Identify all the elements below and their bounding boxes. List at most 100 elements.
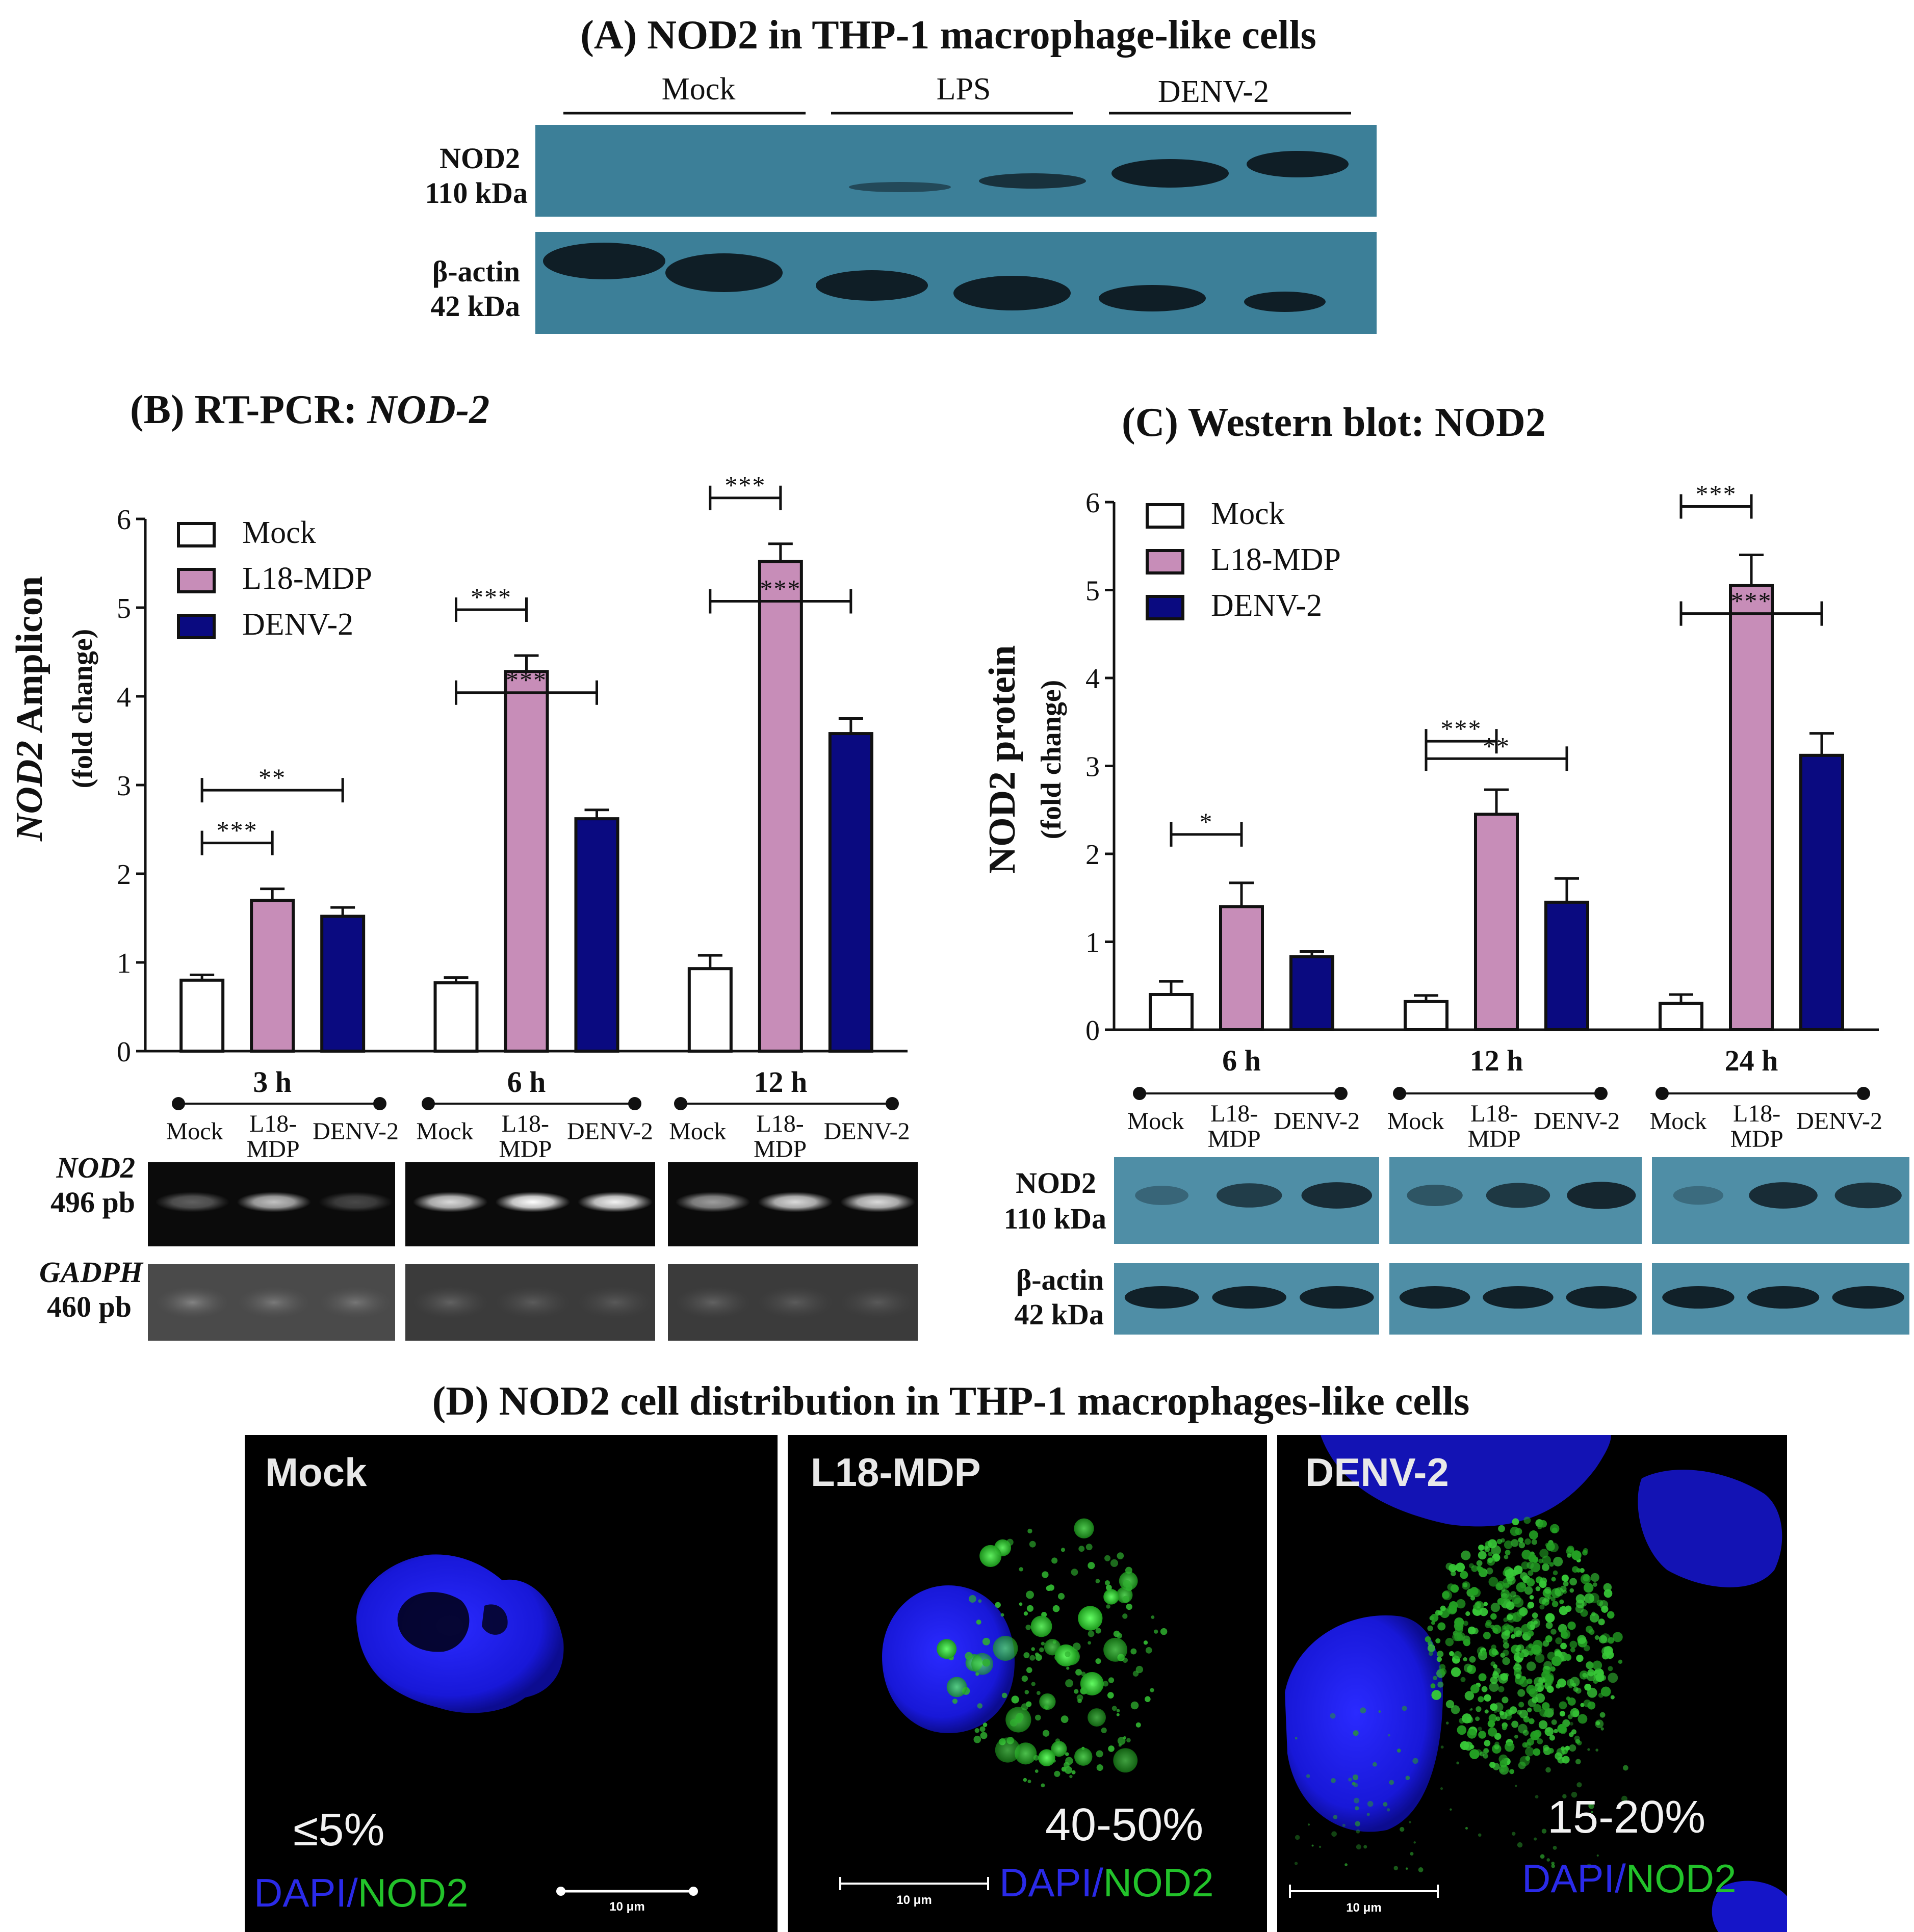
nod2-punctum <box>1569 1744 1576 1752</box>
nucleus-void <box>482 1604 508 1635</box>
blot-c-row-actin-name: β-actin <box>1016 1263 1104 1296</box>
nod2-punctum <box>1143 1640 1148 1645</box>
nod2-punctum <box>1484 1740 1491 1746</box>
nod2-punctum <box>1367 1800 1374 1807</box>
nod2-punctum <box>1487 1720 1495 1728</box>
nod2-punctum <box>1546 1858 1550 1862</box>
blot-band <box>1483 1286 1554 1309</box>
nod2-punctum <box>1607 1611 1615 1619</box>
nod2-punctum <box>1449 1601 1458 1610</box>
nod2-puncta <box>937 1518 1168 1788</box>
nod2-punctum <box>1029 1655 1036 1661</box>
nod2-punctum <box>1031 1647 1035 1651</box>
significance-label: *** <box>760 575 801 603</box>
nod2-punctum <box>1106 1604 1110 1609</box>
nod2-punctum <box>1502 1657 1510 1665</box>
bar <box>1799 753 1844 1032</box>
nod2-punctum <box>1058 1592 1065 1600</box>
nod2-punctum <box>995 1602 1001 1608</box>
nod2-punctum <box>1535 1586 1541 1591</box>
lane-label-l18mdp: L18- <box>1733 1100 1780 1127</box>
nod2-punctum <box>1348 1778 1352 1782</box>
nod2-punctum <box>1046 1585 1052 1591</box>
nod2-punctum <box>1116 1709 1120 1713</box>
nod2-punctum <box>1355 1806 1359 1811</box>
nod2-punctum <box>1405 1776 1410 1780</box>
nod2-punctum <box>1080 1687 1088 1695</box>
nod2-punctum <box>1567 1553 1571 1558</box>
nod2-punctum <box>1041 1641 1045 1646</box>
panel-c-ylabel: NOD2 protein <box>981 645 1023 874</box>
nod2-punctum <box>1594 1635 1599 1640</box>
nod2-punctum <box>1550 1629 1557 1635</box>
x-category-label: 12 h <box>754 1065 807 1099</box>
nod2-punctum <box>1549 1562 1554 1567</box>
nod2-punctum <box>1476 1706 1482 1712</box>
nod2-punctum <box>1501 1596 1507 1602</box>
nod2-punctum <box>1502 1758 1508 1764</box>
nod2-punctum <box>1519 1756 1530 1766</box>
nod2-punctum <box>1550 1666 1556 1672</box>
lane-label-l18mdp: L18- <box>1210 1100 1258 1127</box>
nod2-punctum <box>1576 1782 1582 1788</box>
nod2-punctum <box>1544 1727 1554 1736</box>
nod2-punctum <box>1132 1670 1139 1677</box>
bar <box>574 817 619 1053</box>
nod2-punctum <box>1576 1740 1582 1746</box>
nod2-punctum <box>1331 1831 1337 1837</box>
nod2-punctum <box>1451 1667 1461 1677</box>
nod2-punctum <box>965 1652 973 1660</box>
nod2-punctum <box>1564 1654 1572 1661</box>
nod2-punctum <box>1517 1689 1525 1697</box>
nod2-punctum <box>1509 1626 1515 1631</box>
nod2-punctum <box>1478 1731 1486 1739</box>
nod2-punctum <box>1463 1621 1468 1626</box>
lane-group-dot <box>1334 1087 1348 1100</box>
nod2-punctum <box>1445 1700 1455 1709</box>
nod2-punctum <box>1470 1684 1480 1693</box>
lane-label-mock: Mock <box>1127 1108 1184 1135</box>
nod2-punctum <box>1603 1583 1612 1592</box>
nod2-punctum <box>1491 1644 1496 1650</box>
nod2-punctum <box>1451 1705 1460 1714</box>
nod2-punctum <box>1413 1841 1416 1844</box>
nod2-punctum <box>1036 1691 1041 1695</box>
scale-bar-label: 10 μm <box>1346 1901 1381 1915</box>
nod2-punctum <box>1560 1629 1571 1639</box>
nod2-punctum <box>1504 1741 1515 1752</box>
legend-label: L18-MDP <box>1211 542 1341 577</box>
nod2-punctum <box>1356 1844 1361 1850</box>
nod2-punctum <box>1494 1741 1499 1747</box>
gel-band <box>675 1286 751 1319</box>
nod2-punctum <box>1023 1611 1028 1616</box>
nod2-punctum <box>1542 1640 1549 1647</box>
nod2-punctum <box>1024 1690 1029 1694</box>
y-tick-label: 4 <box>117 682 131 713</box>
nod2-punctum <box>1011 1695 1019 1704</box>
blot-band <box>1566 1286 1637 1309</box>
lane-label-mock: Mock <box>1650 1108 1707 1135</box>
nod2-punctum <box>1344 1863 1348 1866</box>
nod2-punctum <box>1116 1713 1120 1716</box>
nod2-punctum <box>1555 1637 1562 1644</box>
bar <box>828 732 873 1053</box>
blot-a-row-nod2-name: NOD2 <box>439 142 520 175</box>
nod2-punctum <box>1085 1544 1093 1551</box>
legend-swatch <box>1146 549 1184 575</box>
nod2-punctum <box>1485 1622 1492 1628</box>
bar <box>1729 584 1774 1031</box>
nod2-punctum <box>1535 1653 1545 1663</box>
nod2-punctum <box>1535 1693 1545 1703</box>
nod2-punctum <box>1088 1562 1095 1570</box>
nod2-punctum <box>1545 1622 1553 1629</box>
nod2-punctum <box>1506 1601 1515 1610</box>
nod2-punctum <box>1488 1727 1497 1737</box>
nod2-punctum <box>1072 1642 1081 1651</box>
nod2-punctum <box>1543 1744 1549 1751</box>
lane-label-mock: Mock <box>166 1118 223 1145</box>
nod2-punctum <box>1330 1713 1336 1719</box>
gel-band <box>155 1286 230 1319</box>
nod2-punctum <box>1526 1685 1536 1695</box>
